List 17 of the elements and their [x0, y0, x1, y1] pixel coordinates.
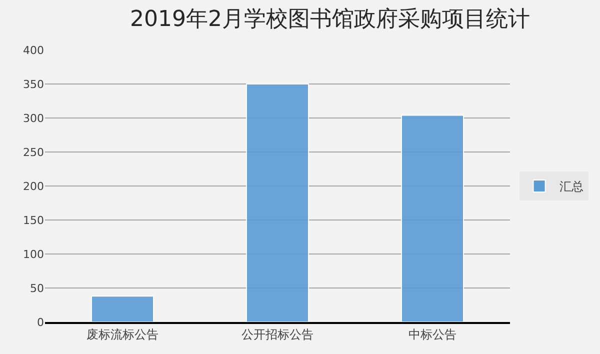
y-tick-label: 200 — [23, 180, 44, 193]
y-tick-label: 150 — [23, 214, 44, 227]
y-tick-label: 400 — [23, 44, 44, 57]
y-tick-label: 100 — [23, 248, 44, 261]
bar — [246, 84, 309, 322]
bar — [91, 296, 154, 322]
x-tick-label: 废标流标公告 — [86, 327, 158, 342]
x-tick-label: 中标公告 — [408, 327, 456, 342]
bar — [401, 114, 464, 322]
legend-label: 汇总 — [559, 180, 584, 194]
y-tick-label: 250 — [23, 146, 44, 159]
x-tick-label: 公开招标公告 — [242, 327, 314, 342]
y-tick-label: 300 — [23, 112, 44, 125]
y-tick-label: 50 — [30, 282, 44, 295]
y-tick-label: 350 — [23, 78, 44, 91]
chart-title: 2019年2月学校图书馆政府采购项目统计 — [130, 7, 530, 32]
y-tick-label: 0 — [37, 316, 44, 329]
